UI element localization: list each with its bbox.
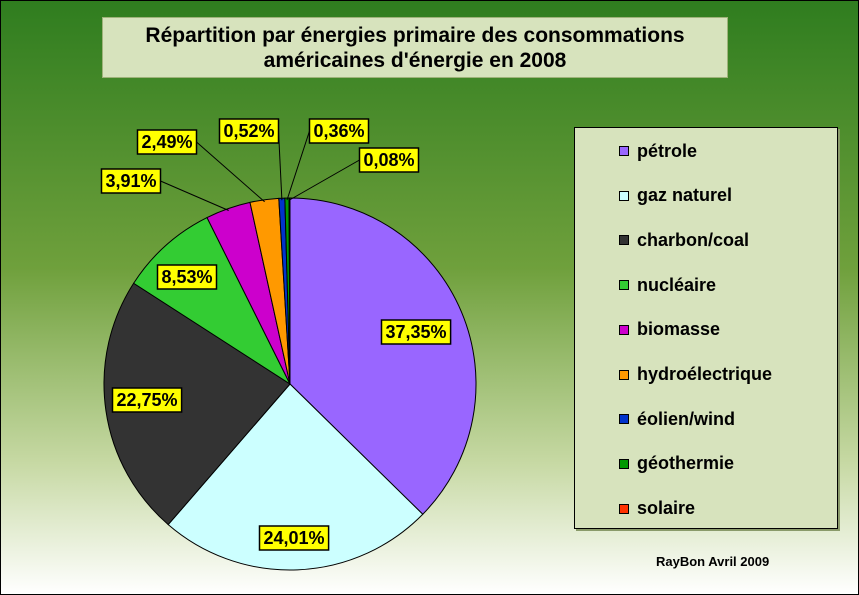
legend-swatch-8 bbox=[619, 503, 629, 514]
legend-item-6: éolien/wind bbox=[619, 408, 735, 430]
data-label-0: 37,35% bbox=[380, 319, 452, 345]
data-label-8: 0,08% bbox=[358, 147, 420, 173]
legend-item-8: solaire bbox=[619, 498, 695, 520]
data-label-5: 2,49% bbox=[136, 129, 198, 155]
pie-slice-8 bbox=[288, 197, 291, 385]
leader-line-4 bbox=[160, 180, 229, 211]
legend-item-5: hydroélectrique bbox=[619, 364, 772, 386]
legend-swatch-3 bbox=[619, 280, 629, 291]
svg-text:0,36%: 0,36% bbox=[313, 121, 364, 141]
svg-text:24,01%: 24,01% bbox=[263, 528, 324, 548]
legend-label-2: charbon/coal bbox=[637, 229, 750, 250]
leader-line-5 bbox=[196, 141, 265, 203]
svg-text:3,91%: 3,91% bbox=[105, 171, 156, 191]
chart-credit: RayBon Avril 2009 bbox=[656, 554, 770, 569]
legend-swatch-7 bbox=[619, 458, 629, 469]
chart-legend: pétrole gaz naturel charbon/coal nucléaire b… bbox=[574, 127, 838, 529]
legend-swatch-5 bbox=[619, 369, 629, 380]
data-label-1: 24,01% bbox=[258, 525, 330, 551]
legend-swatch-6 bbox=[619, 414, 629, 425]
svg-text:0,08%: 0,08% bbox=[363, 150, 414, 170]
legend-label-3: nucléaire bbox=[637, 274, 717, 295]
legend-label-8: solaire bbox=[637, 498, 696, 519]
legend-label-4: biomasse bbox=[637, 319, 721, 340]
legend-item-7: géothermie bbox=[619, 453, 734, 475]
data-label-4: 3,91% bbox=[100, 168, 162, 194]
svg-text:8,53%: 8,53% bbox=[161, 267, 212, 287]
legend-item-4: biomasse bbox=[619, 319, 720, 341]
legend-label-6: éolien/wind bbox=[637, 408, 736, 429]
legend-item-1: gaz naturel bbox=[619, 185, 732, 207]
legend-item-0: pétrole bbox=[619, 140, 697, 162]
legend-item-2: charbon/coal bbox=[619, 229, 749, 251]
legend-label-7: géothermie bbox=[637, 453, 735, 474]
svg-text:2,49%: 2,49% bbox=[141, 132, 192, 152]
legend-swatch-2 bbox=[619, 235, 629, 246]
leader-line-7 bbox=[286, 130, 310, 201]
pie-slice-2 bbox=[103, 282, 291, 526]
data-label-2: 22,75% bbox=[111, 387, 183, 413]
chart-title-line-1: Répartition par énergies primaire des co… bbox=[145, 23, 685, 47]
svg-text:0,52%: 0,52% bbox=[223, 121, 274, 141]
leader-line-8 bbox=[289, 159, 360, 201]
svg-text:22,75%: 22,75% bbox=[116, 390, 177, 410]
legend-swatch-4 bbox=[619, 324, 629, 335]
pie-slice-3 bbox=[132, 216, 292, 386]
chart-title-line-2: américaines d'énergie en 2008 bbox=[263, 48, 567, 72]
legend-label-5: hydroélectrique bbox=[637, 364, 773, 384]
legend-swatch-0 bbox=[619, 146, 629, 156]
legend-label-0: pétrole bbox=[637, 140, 698, 161]
data-label-7: 0,36% bbox=[308, 118, 370, 144]
legend-swatch-1 bbox=[619, 190, 629, 201]
legend-item-3: nucléaire bbox=[619, 274, 716, 296]
data-label-6: 0,52% bbox=[218, 118, 280, 144]
pie-slice-1 bbox=[167, 383, 424, 571]
chart-title-box: Répartition par énergies primaire des co… bbox=[102, 17, 728, 78]
data-label-3: 8,53% bbox=[156, 264, 218, 290]
svg-text:37,35%: 37,35% bbox=[385, 322, 446, 342]
legend-label-1: gaz naturel bbox=[637, 185, 733, 206]
pie-slice-0 bbox=[289, 197, 477, 515]
